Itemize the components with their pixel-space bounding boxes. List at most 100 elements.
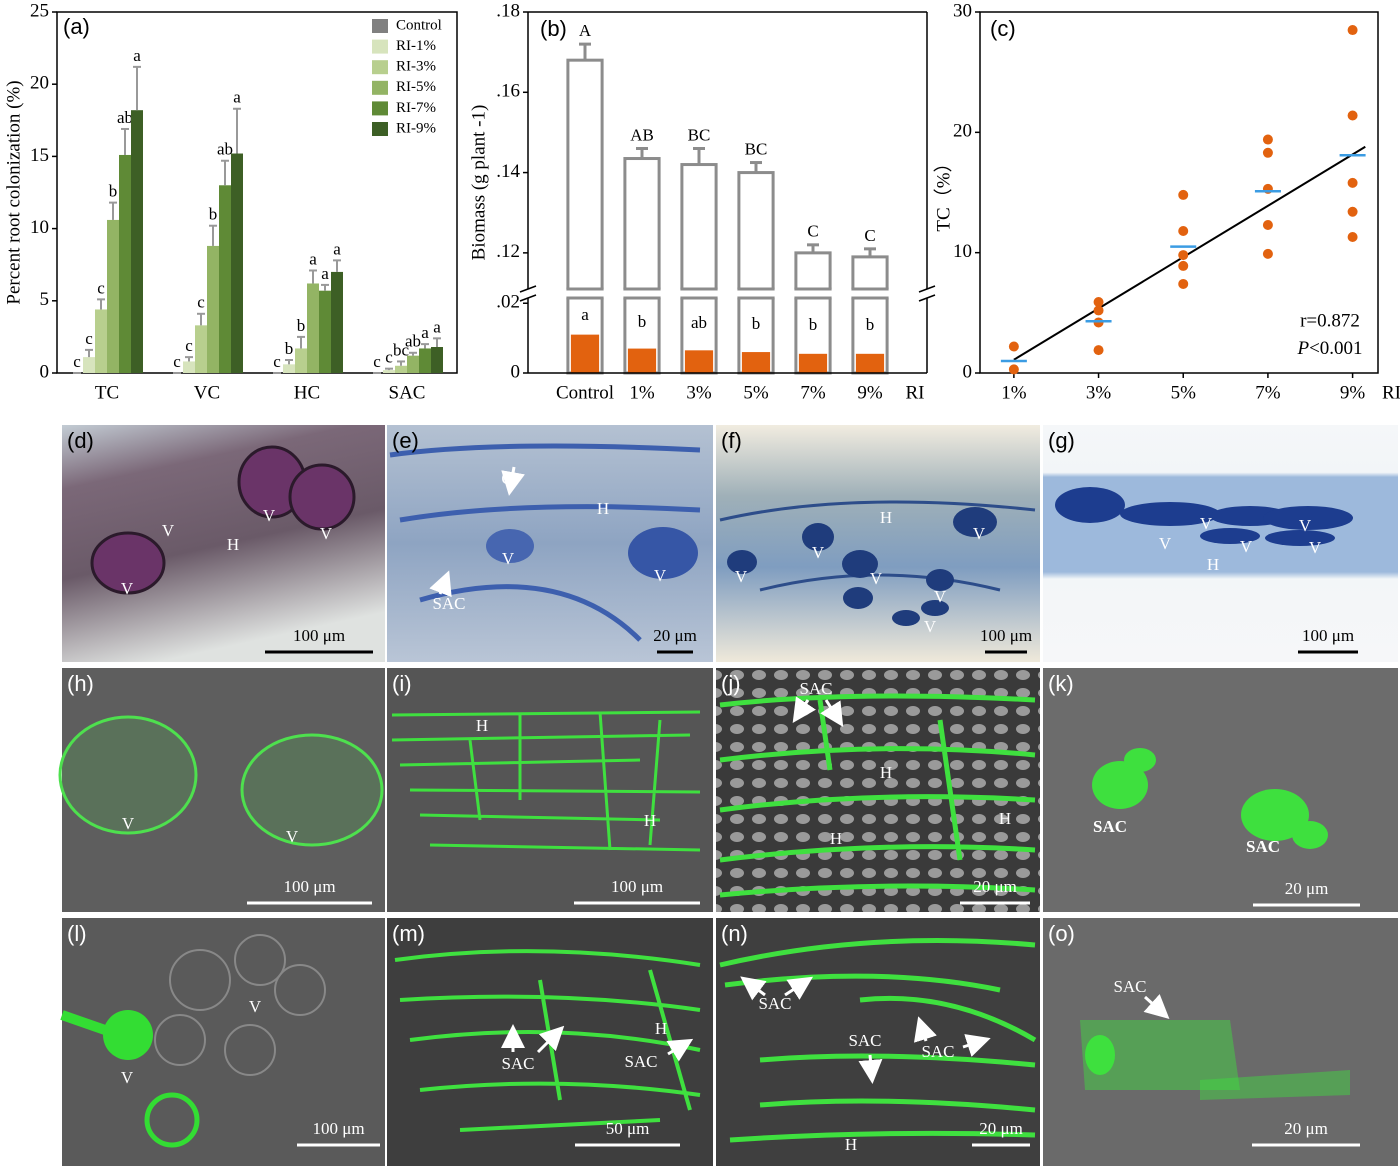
axis-break-mark xyxy=(918,285,936,293)
data-point xyxy=(1347,206,1358,217)
scale-bar-label: 100 μm xyxy=(611,877,663,896)
y-tick-label: 0 xyxy=(511,361,521,382)
root-biomass-bar xyxy=(741,352,771,373)
panel-label: (f) xyxy=(721,428,742,453)
micrograph-detail xyxy=(240,733,384,847)
significance-letter: bc xyxy=(393,340,410,359)
annotation: SAC xyxy=(624,1052,657,1071)
micrograph-detail xyxy=(234,934,286,986)
annotation: SAC xyxy=(1113,977,1146,996)
annotation: V xyxy=(924,617,937,636)
significance-letter: ab xyxy=(405,332,421,351)
micrograph-detail xyxy=(154,934,326,1076)
data-point xyxy=(1347,25,1358,36)
micrograph-detail xyxy=(1265,530,1335,546)
data-point xyxy=(1262,219,1273,230)
micrograph-detail xyxy=(144,1092,200,1148)
significance-letter: C xyxy=(864,226,875,245)
annotation: H xyxy=(830,829,842,848)
plot-frame xyxy=(56,11,458,374)
annotation: SAC xyxy=(501,1054,534,1073)
micrographs xyxy=(58,425,1398,1166)
significance-letter: c xyxy=(173,352,181,371)
x-tick-label: 1% xyxy=(629,382,655,403)
scale-bar-label: 20 μm xyxy=(653,626,697,645)
total-biomass-bar xyxy=(566,58,604,375)
significance-letter: b xyxy=(209,205,218,224)
significance-letter: c xyxy=(385,348,393,367)
micrograph-detail xyxy=(60,1010,107,1035)
bar xyxy=(119,154,131,373)
legend-swatch xyxy=(372,60,388,75)
y-axis-label: TC（%） xyxy=(932,153,954,231)
stat-p: P<0.001 xyxy=(1296,338,1362,359)
annotation: V xyxy=(870,569,883,588)
legend-swatch xyxy=(372,39,388,54)
bar xyxy=(231,153,243,373)
significance-letter: b xyxy=(752,314,761,333)
y-tick-label: .02 xyxy=(496,292,520,313)
annotation: H xyxy=(227,535,239,554)
micrograph-detail xyxy=(1124,748,1156,772)
x-tick-label: SAC xyxy=(389,382,426,403)
axis-break-gap xyxy=(518,289,937,298)
axis-break-mark xyxy=(519,285,537,293)
significance-letter: a xyxy=(309,249,317,268)
significance-letter: c xyxy=(197,293,205,312)
micrograph-detail xyxy=(1120,502,1220,526)
scale-bar-label: 20 μm xyxy=(973,877,1017,896)
micrograph-detail xyxy=(1055,487,1353,546)
root-biomass-bar xyxy=(684,350,714,373)
micrograph-detail xyxy=(1200,528,1260,544)
data-point xyxy=(1347,110,1358,121)
annotation: SAC xyxy=(848,1031,881,1050)
legend-label: RI-5% xyxy=(396,79,436,95)
bar xyxy=(195,325,207,373)
annotation: SAC xyxy=(1093,817,1127,836)
micrograph-detail xyxy=(719,500,1036,592)
bar xyxy=(431,347,443,373)
significance-letter: b xyxy=(809,315,818,334)
panel-label: (g) xyxy=(1048,428,1075,453)
annotation: V xyxy=(654,566,667,585)
x-tick-label: 9% xyxy=(857,382,883,403)
legend-swatch xyxy=(372,101,388,116)
micrograph-detail xyxy=(90,531,166,595)
bar xyxy=(219,185,231,373)
annotation: V xyxy=(1309,538,1322,557)
micrograph-detail xyxy=(391,710,701,852)
significance-letter: a xyxy=(333,239,341,258)
significance-letter: b xyxy=(285,339,294,358)
micrograph-detail xyxy=(1080,1020,1240,1090)
regression-line xyxy=(1013,145,1366,361)
total-biomass-bar xyxy=(623,157,661,375)
y-tick-label: 10 xyxy=(30,217,49,238)
annotation: SAC xyxy=(799,679,832,698)
arrow xyxy=(740,976,767,1001)
micrograph-detail xyxy=(802,523,834,551)
arrow xyxy=(1143,994,1170,1020)
y-axis-label: Percent root colonization (%) xyxy=(3,80,24,304)
bar xyxy=(83,357,95,373)
annotation: V xyxy=(934,587,947,606)
significance-letter: a xyxy=(433,317,441,336)
data-point xyxy=(1262,248,1273,259)
panel-label: (n) xyxy=(721,921,748,946)
bar xyxy=(307,283,319,373)
annotation: V xyxy=(735,567,748,586)
data-point xyxy=(1178,278,1189,289)
x-tick-label: 3% xyxy=(686,382,712,403)
significance-letter: a xyxy=(321,264,329,283)
panel-label: (k) xyxy=(1048,671,1074,696)
annotation: V xyxy=(1299,516,1312,535)
panel-label: (c) xyxy=(990,16,1016,41)
significance-letter: BC xyxy=(745,139,768,158)
bar xyxy=(107,219,119,373)
annotation: SAC xyxy=(758,994,791,1013)
significance-letter: c xyxy=(97,278,105,297)
annotation: V xyxy=(122,814,135,833)
annotation: V xyxy=(1240,537,1253,556)
annotation: H xyxy=(476,716,488,735)
